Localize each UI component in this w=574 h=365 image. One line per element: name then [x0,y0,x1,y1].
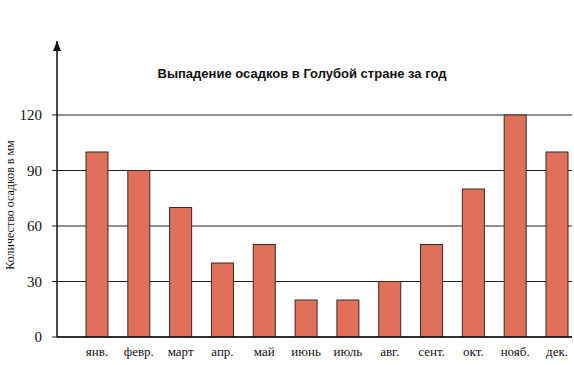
y-axis-arrow [53,41,61,51]
x-tick-label: дек. [546,344,568,359]
x-tick-label: апр. [211,344,233,359]
x-tick-label: июль [334,344,363,359]
bar [295,300,317,337]
y-axis-label: Количество осадков в мм [3,140,17,270]
bar [379,282,401,338]
x-tick-label: февр. [124,344,154,359]
y-tick-label: 0 [35,329,43,345]
bar [504,115,526,337]
bar [86,152,108,337]
x-tick-label: нояб. [501,344,530,359]
bar [462,189,484,337]
grid-line [57,115,572,116]
bar [128,171,150,338]
chart-container: Выпадение осадков в Голубой стране за го… [0,0,574,365]
grid-line [57,337,572,338]
x-tick-label: март [168,344,194,359]
bar [337,300,359,337]
chart-title: Выпадение осадков в Голубой стране за го… [158,66,448,81]
y-tick-label: 120 [20,107,43,123]
bar [546,152,568,337]
bar [421,245,443,338]
y-tick-label: 30 [27,274,42,290]
bar [253,245,275,338]
y-tick-label: 60 [27,218,42,234]
x-axis [57,336,572,338]
x-tick-label: сент. [418,344,445,359]
x-tick-label: авг. [380,344,399,359]
x-tick-label: окт. [463,344,484,359]
bar [211,263,233,337]
x-tick-label: янв. [86,344,108,359]
chart-svg: Выпадение осадков в Голубой стране за го… [0,0,574,365]
y-tick-label: 90 [27,163,42,179]
bar [170,208,192,338]
bars [86,115,568,337]
y-axis [56,41,58,337]
x-tick-label: май [254,344,275,359]
x-tick-label: июнь [291,344,321,359]
